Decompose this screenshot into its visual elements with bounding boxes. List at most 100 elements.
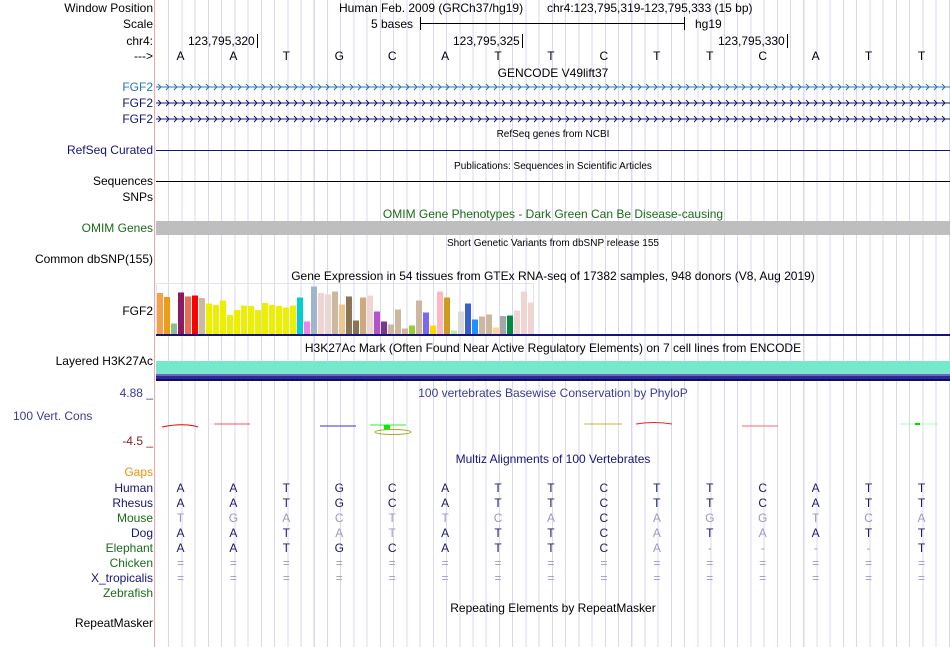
gene-track-fgf2[interactable] xyxy=(156,83,950,91)
gtex-bar[interactable] xyxy=(479,316,485,335)
gtex-bar[interactable] xyxy=(178,292,184,335)
gtex-bar[interactable] xyxy=(290,305,296,335)
gtex-bar[interactable] xyxy=(311,286,317,335)
phylop-track[interactable] xyxy=(156,418,950,438)
gtex-bar[interactable] xyxy=(227,315,233,334)
h3k27ac-label[interactable]: Layered H3K27Ac xyxy=(55,354,153,368)
gtex-bar[interactable] xyxy=(192,295,198,335)
phylop-title[interactable]: 100 vertebrates Basewise Conservation by… xyxy=(418,386,688,400)
species-label[interactable]: Zebrafish xyxy=(102,586,153,600)
gtex-bar[interactable] xyxy=(367,295,373,335)
gtex-bar[interactable] xyxy=(206,303,212,335)
gtex-bar[interactable] xyxy=(171,323,177,335)
h3k27ac-signal[interactable] xyxy=(156,361,950,374)
gtex-bar[interactable] xyxy=(402,328,408,335)
gtex-bar[interactable] xyxy=(514,310,520,335)
gtex-bar[interactable] xyxy=(213,305,219,334)
gtex-bar[interactable] xyxy=(262,303,268,334)
gtex-bar[interactable] xyxy=(395,309,401,335)
gtex-bar[interactable] xyxy=(157,293,163,334)
gtex-bar[interactable] xyxy=(220,300,226,335)
gtex-bar[interactable] xyxy=(416,300,422,335)
refseq-label[interactable]: RefSeq Curated xyxy=(66,143,153,157)
refseq-track[interactable] xyxy=(156,150,950,151)
gtex-bar[interactable] xyxy=(374,311,380,335)
publications-snps-label[interactable]: SNPs xyxy=(122,190,153,204)
gtex-bar[interactable] xyxy=(493,327,499,335)
gtex-bar[interactable] xyxy=(199,298,205,334)
gtex-bar[interactable] xyxy=(458,311,464,335)
multiz-title[interactable]: Multiz Alignments of 100 Vertebrates xyxy=(455,452,651,466)
gtex-bar[interactable] xyxy=(346,296,352,335)
gencode-title[interactable]: GENCODE V49lift37 xyxy=(497,66,609,80)
species-label[interactable]: Dog xyxy=(130,526,153,540)
gtex-chart[interactable] xyxy=(156,283,536,335)
gtex-bar[interactable] xyxy=(325,294,331,335)
species-label[interactable]: Chicken xyxy=(109,556,153,570)
gtex-bar[interactable] xyxy=(339,304,345,335)
gtex-bar[interactable] xyxy=(451,330,457,335)
gtex-bar[interactable] xyxy=(164,297,170,334)
gene-label-fgf2[interactable]: FGF2 xyxy=(122,96,153,110)
dbsnp-title[interactable]: Short Genetic Variants from dbSNP releas… xyxy=(447,238,659,249)
gtex-bar[interactable] xyxy=(486,314,492,335)
gtex-title[interactable]: Gene Expression in 54 tissues from GTEx … xyxy=(291,269,815,283)
omim-track[interactable] xyxy=(156,221,950,235)
species-label[interactable]: Rhesus xyxy=(112,496,153,510)
species-label[interactable]: X_tropicalis xyxy=(90,571,153,585)
gtex-bar[interactable] xyxy=(423,312,429,335)
gtex-bar[interactable] xyxy=(500,316,506,334)
repeatmasker-title[interactable]: Repeating Elements by RepeatMasker xyxy=(450,601,656,615)
refseq-title[interactable]: RefSeq genes from NCBI xyxy=(496,129,610,140)
strand-arrow-icon xyxy=(445,99,450,107)
gtex-bar[interactable] xyxy=(360,297,366,335)
strand-arrow-icon xyxy=(189,115,194,123)
publications-label[interactable]: Sequences xyxy=(92,174,153,188)
gtex-bar[interactable] xyxy=(353,320,359,335)
gene-label-fgf2[interactable]: FGF2 xyxy=(122,112,153,126)
gtex-bar[interactable] xyxy=(269,305,275,334)
gtex-bar[interactable] xyxy=(521,291,527,335)
gtex-bar[interactable] xyxy=(234,310,240,334)
species-label[interactable]: Mouse xyxy=(116,511,153,525)
phylop-label[interactable]: 100 Vert. Cons xyxy=(13,409,93,423)
gene-track-fgf2[interactable] xyxy=(156,115,950,123)
gene-label-fgf2[interactable]: FGF2 xyxy=(122,80,153,94)
gaps-label[interactable]: Gaps xyxy=(124,465,153,479)
publications-track[interactable] xyxy=(156,181,950,182)
gtex-bar[interactable] xyxy=(444,297,450,335)
gtex-bar[interactable] xyxy=(388,324,394,335)
species-label[interactable]: Elephant xyxy=(105,541,153,555)
gtex-bar[interactable] xyxy=(472,319,478,335)
gtex-label[interactable]: FGF2 xyxy=(122,304,153,318)
omim-label[interactable]: OMIM Genes xyxy=(81,221,153,235)
publications-title[interactable]: Publications: Sequences in Scientific Ar… xyxy=(454,161,652,172)
gtex-bar[interactable] xyxy=(528,302,534,335)
gtex-bar[interactable] xyxy=(437,291,443,335)
species-label[interactable]: Human xyxy=(114,481,153,495)
gtex-bar[interactable] xyxy=(297,297,303,335)
gtex-bar[interactable] xyxy=(283,307,289,335)
gtex-bar[interactable] xyxy=(318,293,324,334)
gene-track-fgf2[interactable] xyxy=(156,99,950,107)
gtex-bar[interactable] xyxy=(241,305,247,335)
h3k27ac-title[interactable]: H3K27Ac Mark (Often Found Near Active Re… xyxy=(304,341,802,355)
omim-title[interactable]: OMIM Gene Phenotypes - Dark Green Can Be… xyxy=(382,207,724,221)
strand-arrow-icon xyxy=(581,99,586,107)
gtex-bar[interactable] xyxy=(185,296,191,335)
gtex-bar[interactable] xyxy=(304,321,310,335)
gtex-bar[interactable] xyxy=(465,303,471,335)
strand-arrow-icon xyxy=(373,99,378,107)
gtex-bar[interactable] xyxy=(255,310,261,334)
gtex-bar[interactable] xyxy=(332,291,338,335)
strand-arrow-icon xyxy=(461,99,466,107)
gtex-bar[interactable] xyxy=(248,306,254,334)
gtex-bar[interactable] xyxy=(381,321,387,335)
gtex-bar[interactable] xyxy=(276,306,282,334)
gtex-bar[interactable] xyxy=(430,325,436,335)
gtex-bar[interactable] xyxy=(507,315,513,335)
repeatmasker-label[interactable]: RepeatMasker xyxy=(74,616,153,630)
dbsnp-label[interactable]: Common dbSNP(155) xyxy=(34,252,153,266)
gtex-bar[interactable] xyxy=(409,325,415,335)
